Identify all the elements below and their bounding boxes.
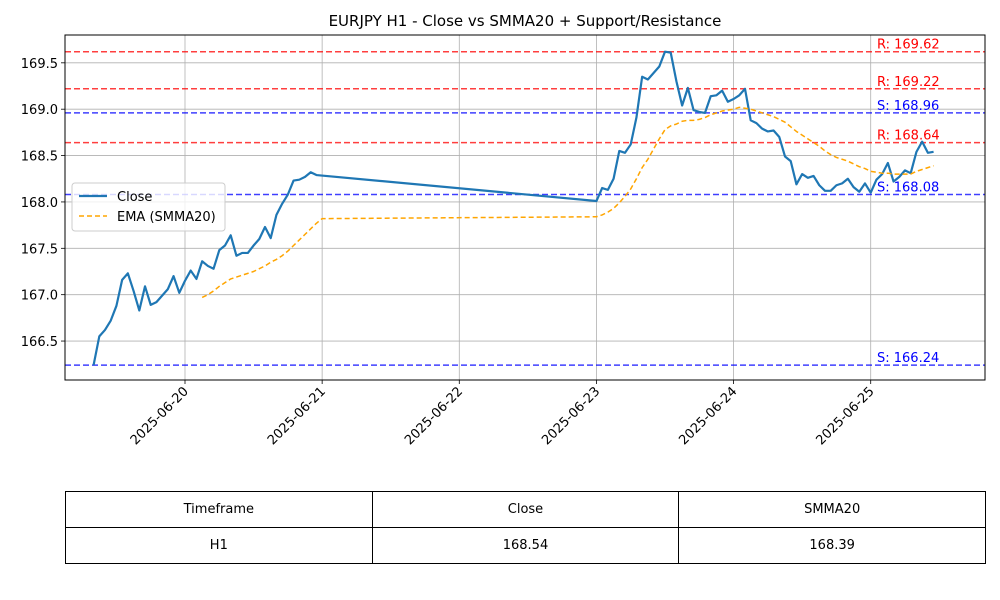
y-tick-label: 168.0 (21, 196, 58, 211)
x-tick-label: 2025-06-24 (676, 384, 740, 448)
y-tick-label: 169.5 (21, 57, 58, 72)
support-label: S: 166.24 (877, 351, 939, 366)
y-tick-label: 168.5 (21, 150, 58, 165)
chart-title: EURJPY H1 - Close vs SMMA20 + Support/Re… (329, 12, 722, 30)
close-series-line (92, 50, 934, 366)
y-tick-label: 169.0 (21, 103, 58, 118)
table-header-row: Timeframe Close SMMA20 (65, 491, 986, 528)
plot-frame (64, 34, 986, 381)
table-header-cell: Close (371, 491, 680, 528)
x-tick-label: 2025-06-20 (128, 384, 192, 448)
x-tick-label: 2025-06-21 (265, 384, 329, 448)
x-tick-label: 2025-06-22 (402, 384, 466, 448)
y-tick-label: 167.5 (21, 242, 58, 257)
legend-box (71, 182, 226, 232)
legend-label: EMA (SMMA20) (117, 210, 216, 225)
x-tick-label: 2025-06-23 (539, 384, 603, 448)
y-tick-label: 166.5 (21, 335, 58, 350)
line-chart: EURJPY H1 - Close vs SMMA20 + Support/Re… (21, 12, 986, 448)
resistance-label: R: 168.64 (877, 129, 940, 144)
table-cell: H1 (65, 527, 373, 564)
y-tick-label: 167.0 (21, 289, 58, 304)
smma-series-line (201, 106, 934, 299)
table-header-cell: Timeframe (65, 491, 373, 528)
summary-table: Timeframe Close SMMA20 H1 168.54 168.39 (65, 491, 986, 564)
resistance-label: R: 169.22 (877, 75, 940, 90)
support-label: S: 168.96 (877, 99, 939, 114)
x-tick-label: 2025-06-25 (814, 384, 878, 448)
table-header-cell: SMMA20 (678, 491, 986, 528)
support-label: S: 168.08 (877, 181, 939, 196)
table-cell: 168.39 (678, 527, 986, 564)
legend-label: Close (117, 190, 152, 205)
table-cell: 168.54 (371, 527, 680, 564)
resistance-label: R: 169.62 (877, 38, 940, 53)
legend: Close EMA (SMMA20) (71, 182, 226, 232)
table-row: H1 168.54 168.39 (65, 527, 986, 564)
